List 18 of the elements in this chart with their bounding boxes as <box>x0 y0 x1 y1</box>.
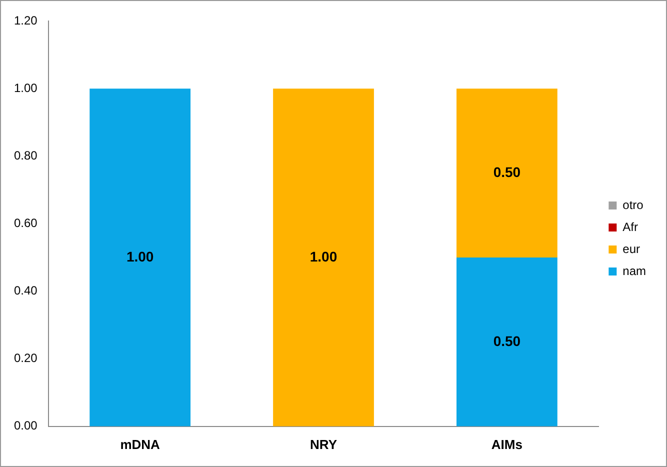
x-tick-label: mDNA <box>120 436 161 452</box>
data-label: 0.50 <box>493 332 521 349</box>
y-tick-label: 0.40 <box>14 284 38 298</box>
legend-label: nam <box>622 264 646 278</box>
legend-label: eur <box>622 242 640 256</box>
data-label: 1.00 <box>126 248 154 264</box>
data-label: 0.50 <box>493 164 521 180</box>
data-label: 1.00 <box>310 248 338 264</box>
x-tick-label: AIMs <box>491 436 522 452</box>
y-tick-label: 0.20 <box>14 351 38 366</box>
x-tick-label: NRY <box>310 436 338 452</box>
y-tick-label: 0.00 <box>14 418 38 433</box>
y-tick-label: 1.20 <box>14 13 38 28</box>
legend-label: otro <box>622 198 644 212</box>
legend-label: Afr <box>622 220 638 234</box>
y-tick-label: 1.00 <box>14 80 38 95</box>
y-tick-label: 0.60 <box>14 216 38 230</box>
y-tick-label: 0.80 <box>14 148 38 162</box>
